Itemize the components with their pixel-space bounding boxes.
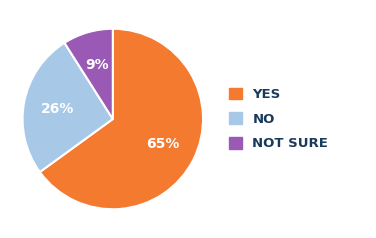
Wedge shape [40,29,203,209]
Legend: YES, NO, NOT SURE: YES, NO, NOT SURE [225,84,332,154]
Text: 65%: 65% [146,137,179,151]
Wedge shape [23,43,113,172]
Text: 26%: 26% [41,102,74,115]
Text: 9%: 9% [85,58,109,72]
Wedge shape [64,29,113,119]
